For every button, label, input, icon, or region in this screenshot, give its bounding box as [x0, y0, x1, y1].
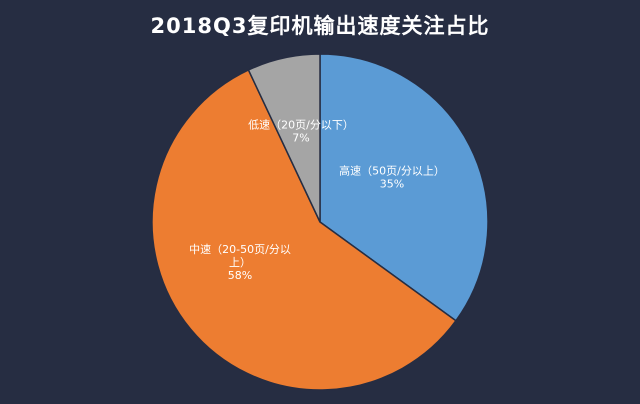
slice-category-label-3: 低速（20页/分以下）: [248, 119, 354, 132]
slice-category-label-2: 上）: [229, 256, 251, 269]
slice-value-label-2: 58%: [228, 269, 252, 282]
pie-slice-2: [151, 68, 457, 391]
pie-slice-3: [247, 53, 321, 223]
slice-category-label-1: 高速（50页/分以上）: [339, 164, 445, 178]
chart-title: 2018Q3复印机输出速度关注占比: [150, 14, 490, 38]
slice-value-label-1: 35%: [380, 178, 404, 191]
slice-category-label-2: 中速（20-50页/分以: [189, 243, 291, 256]
pie-slice-1: [319, 53, 489, 322]
slice-value-label-3: 7%: [292, 132, 309, 145]
